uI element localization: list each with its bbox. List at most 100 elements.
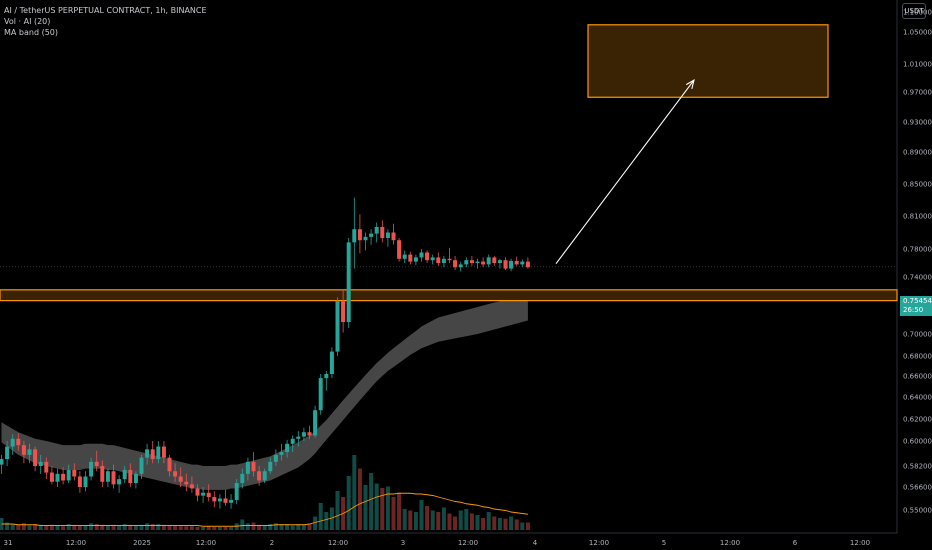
candle-body: [223, 498, 228, 503]
volume-bar: [520, 522, 525, 530]
time-tick-label: 5: [662, 539, 666, 547]
candle-body: [509, 260, 514, 269]
candle-body: [357, 229, 362, 241]
time-tick-label: 12:00: [196, 539, 216, 547]
volume-bar: [262, 525, 267, 530]
currency-button[interactable]: USDT: [902, 3, 926, 19]
volume-bar: [217, 527, 222, 530]
candle-body: [156, 446, 161, 460]
candle-body: [475, 261, 480, 263]
volume-bar: [318, 503, 323, 530]
price-tick-label: 0.97000: [903, 89, 932, 97]
time-tick-label: 12:00: [66, 539, 86, 547]
candle-body: [352, 229, 357, 243]
last-price-label: 0.75454 26:50: [900, 296, 932, 316]
candle-body: [229, 499, 234, 503]
time-tick-label: 2: [270, 539, 274, 547]
candle-body: [61, 473, 66, 481]
volume-bar: [385, 486, 390, 530]
candle-body: [184, 481, 189, 485]
candle-body: [195, 488, 200, 496]
price-tick-label: 0.55000: [903, 507, 932, 515]
candle-body: [313, 410, 318, 436]
candle-body: [520, 261, 525, 265]
candle-body: [385, 232, 390, 238]
candle-body: [212, 497, 217, 502]
volume-bar: [38, 524, 43, 530]
candle-body: [189, 484, 194, 489]
time-tick-label: 12:00: [589, 539, 609, 547]
volume-bar: [66, 524, 71, 530]
candle-body: [369, 233, 374, 237]
volume-bar: [139, 524, 144, 530]
candle-body: [514, 260, 519, 265]
candle-body: [363, 236, 368, 241]
volume-bar: [481, 518, 486, 530]
volume-ma-line: [1, 492, 528, 527]
volume-bar: [229, 527, 234, 530]
volume-bar: [369, 473, 374, 530]
volume-bar: [346, 476, 351, 530]
volume-bar: [100, 524, 105, 530]
volume-bar: [402, 509, 407, 530]
time-tick-label: 3: [401, 539, 405, 547]
volume-bar: [161, 524, 166, 530]
symbol-title[interactable]: AI / TetherUS PERPETUAL CONTRACT, 1h, BI…: [4, 6, 207, 15]
price-tick-label: 0.93000: [903, 119, 932, 127]
candle-body: [458, 264, 463, 268]
candle-body: [391, 232, 396, 241]
volume-bar: [380, 488, 385, 530]
candle-body: [217, 498, 222, 502]
candle-body: [257, 471, 262, 481]
candle-body: [206, 492, 211, 498]
volume-bar: [173, 525, 178, 530]
volume-bar: [492, 516, 497, 530]
volume-bar: [44, 525, 49, 530]
volume-bar: [352, 455, 357, 530]
candle-body: [44, 461, 49, 473]
time-tick-label: 2025: [133, 539, 151, 547]
volume-bar: [329, 507, 334, 530]
volume-bar: [257, 524, 262, 530]
volume-bar: [201, 527, 206, 530]
volume-bar: [301, 524, 306, 530]
volume-bar: [514, 519, 519, 530]
volume-bar: [413, 512, 418, 530]
candle-body: [5, 446, 10, 460]
candle-body: [441, 258, 446, 263]
volume-bar: [55, 525, 60, 530]
candle-body: [402, 254, 407, 259]
volume-bar: [178, 526, 183, 530]
volume-bar: [509, 516, 514, 530]
candle-body: [150, 449, 155, 460]
candle-body: [201, 492, 206, 496]
volume-bar: [122, 524, 127, 530]
ma-band: [1, 294, 528, 490]
candle-body: [296, 436, 301, 439]
price-tick-label: 0.66000: [903, 373, 932, 381]
price-tick-label: 0.78000: [903, 246, 932, 254]
ma-band-indicator-label[interactable]: MA band (50): [4, 28, 59, 37]
candle-body: [374, 227, 379, 234]
candle-body: [145, 449, 150, 458]
candle-body: [178, 476, 183, 482]
volume-bar: [453, 516, 458, 530]
volume-bar: [497, 518, 502, 530]
time-tick-label: 6: [793, 539, 798, 547]
candle-body: [122, 469, 127, 480]
volume-bar: [16, 524, 21, 530]
volume-bar: [307, 524, 312, 530]
volume-bar: [195, 527, 200, 530]
volume-bar: [408, 510, 413, 530]
candle-body: [341, 301, 346, 322]
volume-bar: [49, 524, 54, 530]
volume-bar: [133, 525, 138, 530]
volume-indicator-label[interactable]: Vol · AI (20): [4, 17, 51, 26]
candle-body: [492, 257, 497, 263]
volume-bar: [397, 492, 402, 530]
volume-bar: [374, 483, 379, 530]
volume-bar: [436, 512, 441, 530]
volume-bar: [268, 524, 273, 530]
candle-body: [525, 261, 530, 268]
